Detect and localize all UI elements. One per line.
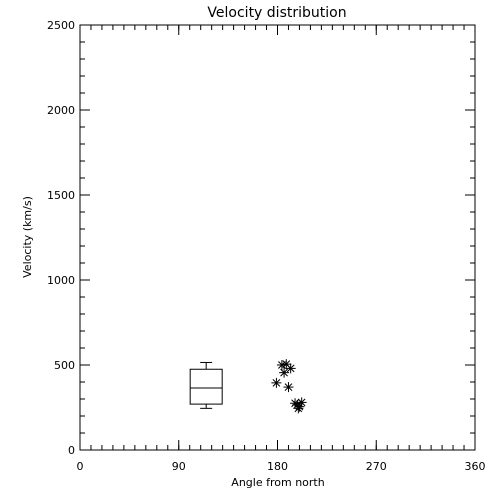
velocity-scatter-points bbox=[271, 359, 307, 414]
x-tick-label: 180 bbox=[267, 460, 288, 473]
y-axis-ticks: 0 500 1000 1500 2000 2500 bbox=[47, 19, 475, 457]
y-tick-label: 1500 bbox=[47, 189, 75, 202]
scatter-point bbox=[285, 363, 296, 374]
y-tick-label: 0 bbox=[68, 444, 75, 457]
velocity-boxplot bbox=[189, 361, 223, 409]
y-tick-label: 2000 bbox=[47, 104, 75, 117]
boxplot-box bbox=[189, 368, 223, 405]
y-tick-label: 1000 bbox=[47, 274, 75, 287]
plot-area bbox=[79, 24, 476, 451]
scatter-point bbox=[271, 377, 282, 388]
x-tick-label: 0 bbox=[77, 460, 84, 473]
scatter-point bbox=[283, 382, 294, 393]
y-tick-label: 500 bbox=[54, 359, 75, 372]
chart-title: Velocity distribution bbox=[207, 5, 346, 21]
y-axis-label: Velocity (km/s) bbox=[21, 196, 34, 278]
x-tick-label: 90 bbox=[172, 460, 186, 473]
x-axis-label: Angle from north bbox=[231, 476, 324, 489]
scatter-point bbox=[293, 403, 304, 414]
x-axis-ticks: 0 90 180 270 360 bbox=[77, 25, 486, 473]
x-tick-label: 270 bbox=[366, 460, 387, 473]
y-tick-label: 2500 bbox=[47, 19, 75, 32]
x-tick-label: 360 bbox=[465, 460, 486, 473]
scatter-point bbox=[279, 367, 290, 378]
